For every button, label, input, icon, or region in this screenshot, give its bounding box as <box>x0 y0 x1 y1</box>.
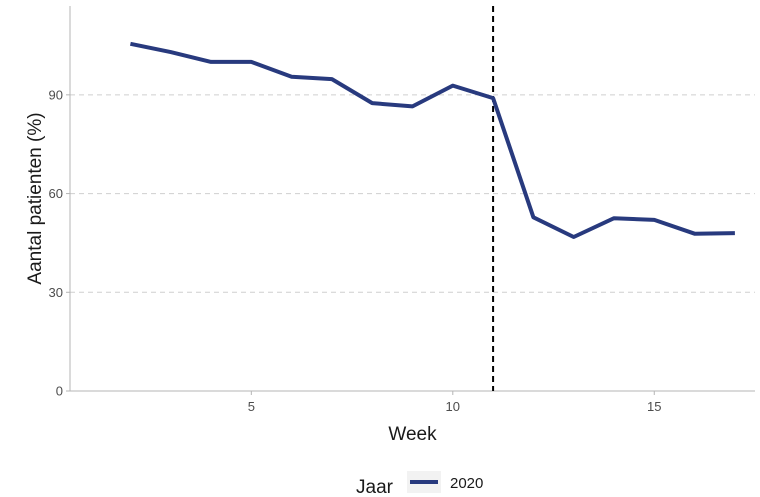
axes <box>66 6 755 395</box>
legend: Jaar 2020 <box>356 471 483 497</box>
x-axis-title: Week <box>388 424 437 445</box>
y-tick-label: 30 <box>49 285 63 300</box>
y-axis-title: Aantal patienten (%) <box>25 112 46 284</box>
x-tick-label: 10 <box>446 399 460 414</box>
y-tick-label: 90 <box>49 87 63 102</box>
tick-labels: 0 30 60 90 5 10 15 <box>49 87 662 414</box>
gridlines <box>70 94 755 293</box>
series-line-2020 <box>129 41 735 239</box>
y-tick-label: 0 <box>56 384 63 399</box>
y-tick-label: 60 <box>49 186 63 201</box>
legend-title: Jaar <box>356 477 394 497</box>
series-lines <box>129 41 735 239</box>
x-tick-label: 15 <box>647 399 661 414</box>
legend-label: 2020 <box>450 475 483 492</box>
x-tick-label: 5 <box>248 399 255 414</box>
